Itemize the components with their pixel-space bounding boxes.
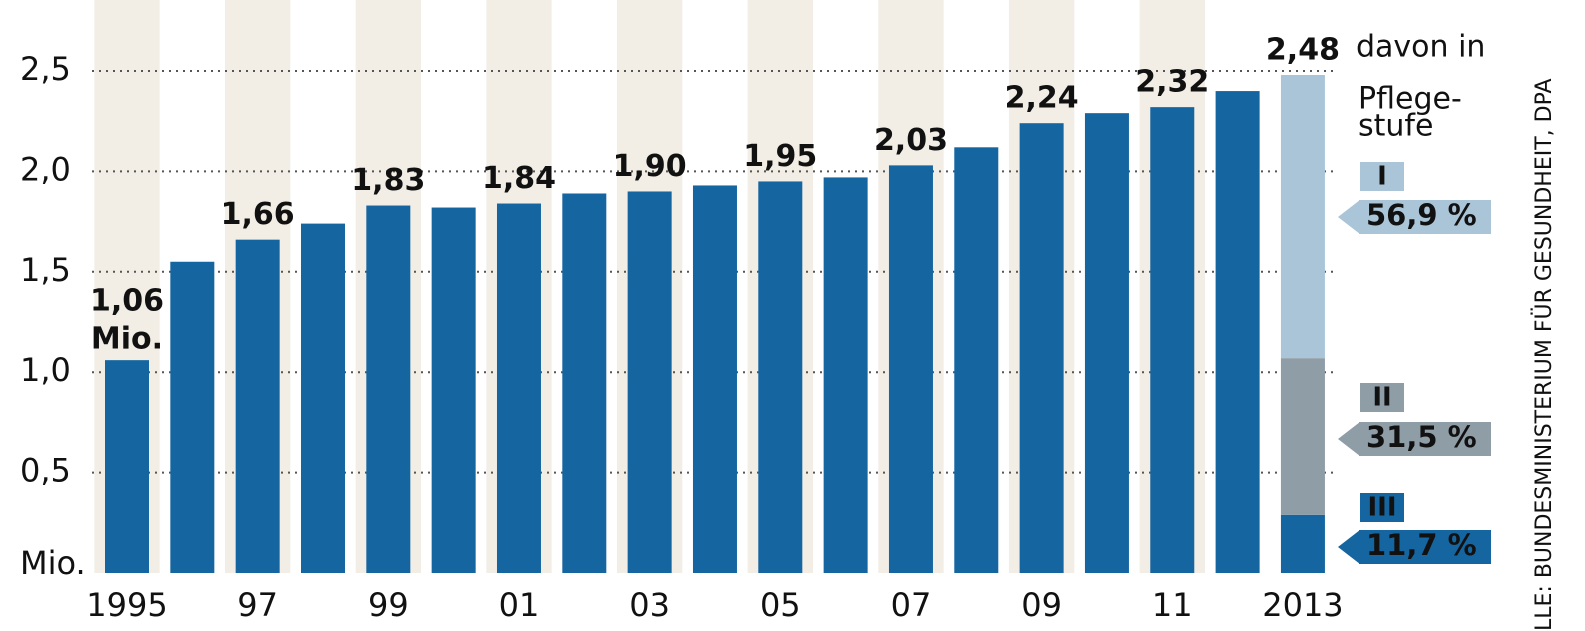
data-label-unit: Mio. [91,322,163,357]
bar [235,239,280,573]
bar [496,203,541,573]
x-tick-label: 01 [499,586,540,624]
x-tick-label: 07 [891,586,932,624]
data-label: 2,32 [1135,65,1209,100]
data-label: 2,03 [874,123,948,158]
stack-segment [1280,358,1325,515]
share-arrow [1338,200,1360,234]
stage-name: II [1372,383,1391,413]
data-label: 1,66 [221,197,295,232]
stage-name: I [1377,162,1387,192]
share-box [1359,200,1491,234]
share-arrow [1338,530,1360,564]
bar [562,193,607,573]
data-label: 1,84 [482,161,556,196]
bar [1215,91,1260,573]
legend-title: Pflege- [1358,82,1462,117]
data-label: 1,90 [613,149,687,184]
y-tick-label: 1,0 [20,351,71,389]
data-label: 2,24 [1005,81,1079,116]
stage-name: III [1367,493,1396,523]
bar [1084,113,1129,573]
share-label: 31,5 % [1366,420,1477,454]
share-box [1359,530,1491,564]
bar [431,207,476,573]
stack-segment [1280,514,1325,573]
x-tick-label: 2013 [1262,586,1343,624]
x-tick-label: 99 [368,586,409,624]
x-tick-label: 05 [760,586,801,624]
legend-title: stufe [1358,109,1433,144]
bar [888,165,933,573]
source: LLE: BUNDESMINISTERIUM FÜR GESUNDHEIT, D… [1531,78,1557,631]
stack-segment [1280,75,1325,359]
x-tick-label: 97 [237,586,278,624]
bar [758,181,803,573]
x-tick-label: 03 [629,586,670,624]
y-tick-label: Mio. [20,544,86,582]
data-label: 1,83 [351,163,425,198]
stage-box [1360,162,1404,191]
data-label: 1,06 [90,284,164,319]
bar [692,185,737,573]
stage-box [1360,493,1404,522]
bar [170,261,215,573]
y-tick-label: 2,5 [20,50,71,88]
x-tick-label: 09 [1021,586,1062,624]
share-label: 11,7 % [1366,528,1477,562]
share-box [1359,422,1491,456]
y-tick-label: 1,5 [20,251,71,289]
bar [954,147,999,573]
bar [1150,107,1195,574]
share-arrow [1338,422,1360,456]
x-tick-label: 1995 [86,586,167,624]
x-tick-label: 11 [1152,586,1193,624]
bar [1019,123,1064,573]
legend-title: davon in [1356,30,1485,65]
data-label: 1,95 [743,139,817,174]
y-tick-label: 2,0 [20,150,71,188]
y-tick-label: 0,5 [20,452,71,490]
total-label: 2,48 [1266,33,1340,68]
bar [300,223,345,573]
stage-box [1360,383,1404,412]
bar [366,205,411,573]
bar [105,360,149,573]
bar [823,177,868,573]
share-label: 56,9 % [1366,198,1477,232]
bar [627,191,672,574]
